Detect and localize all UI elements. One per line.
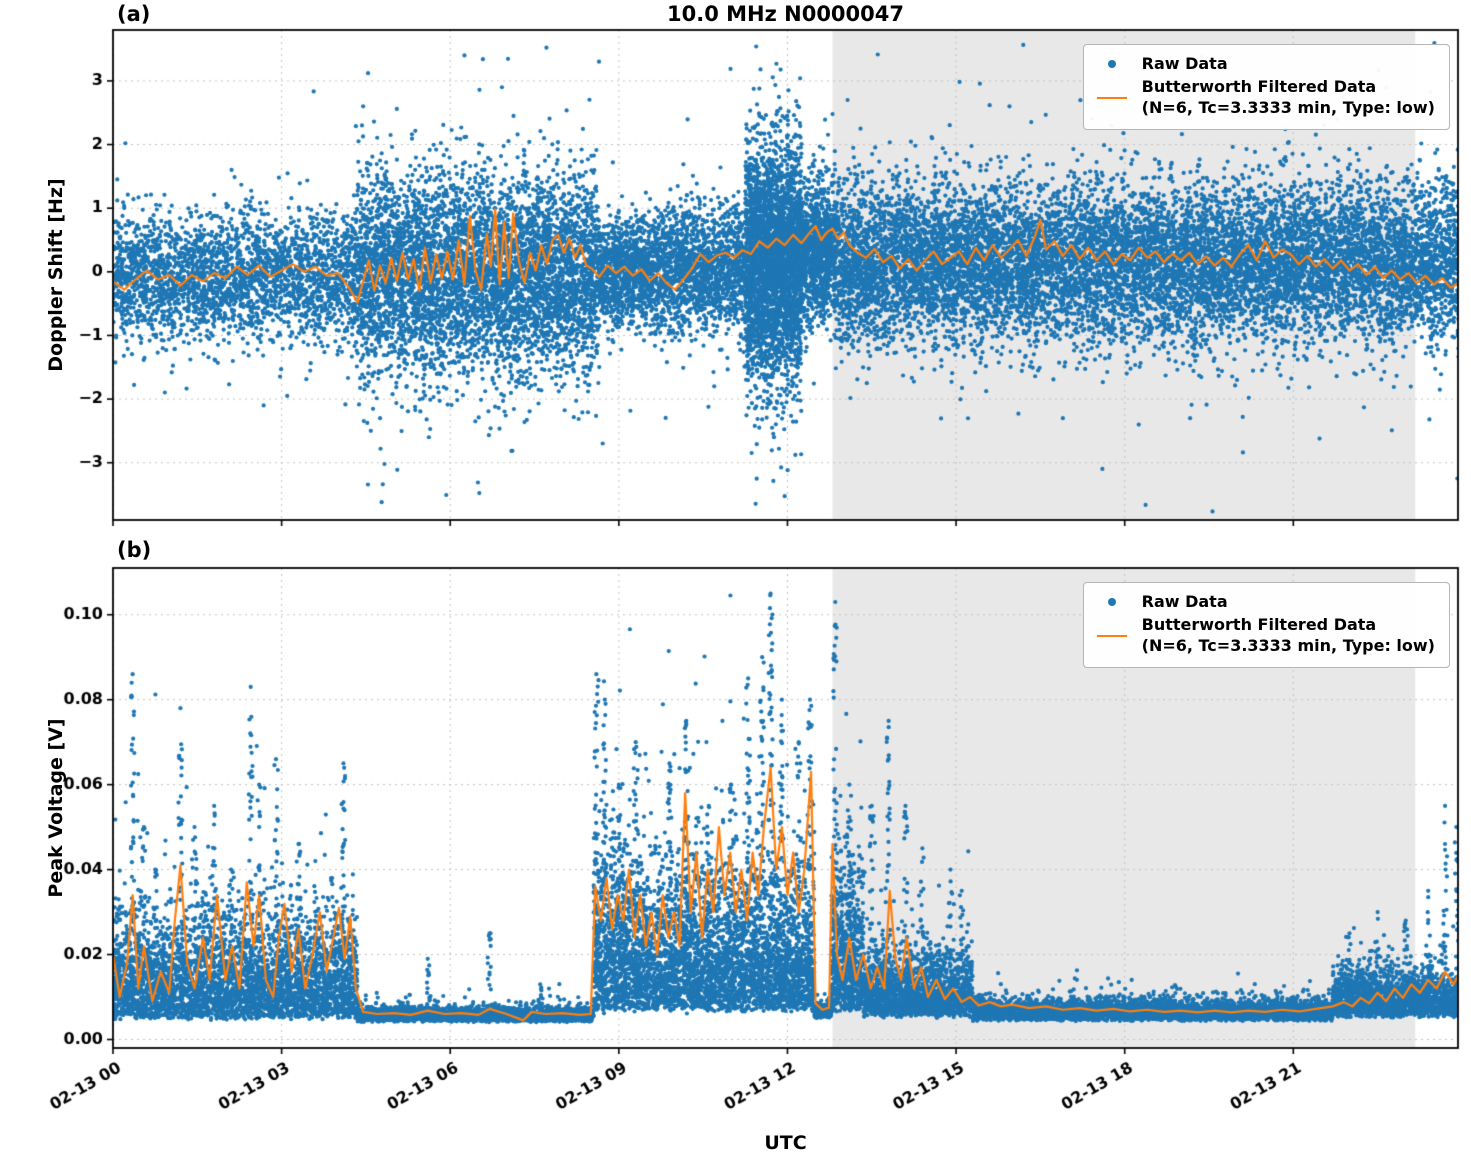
- raw-data-marker-icon: [1107, 598, 1116, 607]
- panel-b-label: (b): [117, 538, 152, 562]
- panel-a-label: (a): [117, 2, 151, 26]
- legend-panel-a: Raw Data Butterworth Filtered Data (N=6,…: [1082, 44, 1450, 131]
- raw-data-marker-icon: [1107, 60, 1116, 69]
- filtered-line-icon: [1096, 634, 1127, 637]
- y-axis-label-voltage: Peak Voltage [V]: [45, 718, 67, 898]
- legend-raw-row: Raw Data: [1094, 592, 1435, 613]
- legend-filtered-label-line2: (N=6, Tc=3.3333 min, Type: low): [1141, 635, 1435, 655]
- y-axis-label-doppler: Doppler Shift [Hz]: [45, 178, 67, 372]
- legend-raw-label: Raw Data: [1141, 592, 1228, 611]
- legend-filtered-label-line1: Butterworth Filtered Data: [1141, 76, 1377, 96]
- legend-filtered-label-line1: Butterworth Filtered Data: [1141, 614, 1377, 634]
- filtered-line-icon: [1096, 96, 1127, 99]
- legend-filtered-label-line2: (N=6, Tc=3.3333 min, Type: low): [1141, 97, 1435, 117]
- legend-filtered-row: Butterworth Filtered Data (N=6, Tc=3.333…: [1094, 615, 1435, 657]
- legend-raw-label: Raw Data: [1141, 54, 1228, 73]
- legend-panel-b: Raw Data Butterworth Filtered Data (N=6,…: [1082, 582, 1450, 669]
- x-axis-label: UTC: [764, 1132, 807, 1154]
- legend-raw-row: Raw Data: [1094, 54, 1435, 75]
- chart-title: 10.0 MHz N0000047: [667, 2, 904, 26]
- legend-filtered-row: Butterworth Filtered Data (N=6, Tc=3.333…: [1094, 77, 1435, 119]
